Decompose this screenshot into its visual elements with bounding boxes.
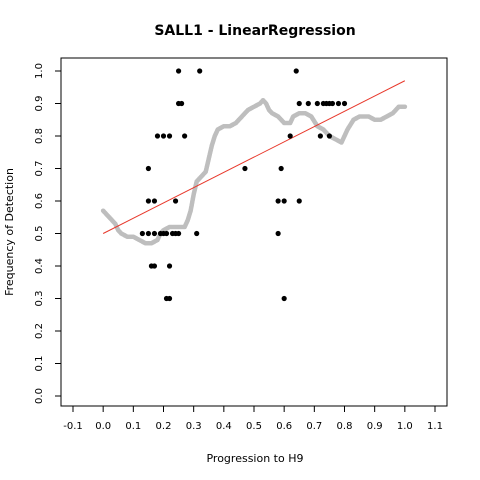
observed-point — [242, 165, 248, 172]
observed-point — [175, 68, 182, 74]
y-tick-label: 0.4 — [34, 258, 45, 274]
x-tick-label: 1.1 — [427, 421, 443, 432]
x-tick-label: 0.8 — [337, 421, 353, 432]
y-tick-label: 0.9 — [34, 96, 45, 112]
observed-point — [139, 230, 145, 237]
x-tick-label: 0.7 — [306, 421, 322, 432]
y-axis: 0.0 0.1 0.2 0.3 0.4 0.5 0.6 0.7 0.8 0.9 1.0 — [34, 63, 61, 404]
observed-point — [296, 198, 302, 204]
observed-point — [166, 133, 173, 139]
observed-point — [166, 263, 173, 269]
observed-point — [151, 198, 158, 204]
observed-point — [278, 165, 284, 172]
y-tick-label: 0.3 — [34, 291, 45, 307]
observed-point — [329, 100, 336, 107]
observed-point — [317, 133, 323, 139]
observed-point — [281, 198, 287, 204]
observed-point — [154, 133, 161, 139]
observed-point — [194, 230, 200, 237]
x-tick-label: -0.1 — [63, 421, 83, 432]
y-tick-label: 0.2 — [34, 323, 45, 339]
observed-point — [151, 263, 158, 269]
observed-point — [275, 230, 281, 237]
y-tick-label: 1.0 — [34, 63, 45, 79]
observed-point — [172, 198, 179, 204]
x-tick-label: 0.1 — [125, 421, 141, 432]
observed-point — [281, 295, 287, 302]
observed-point — [145, 230, 152, 237]
observed-point — [293, 68, 299, 74]
x-tick-label: 0.5 — [246, 421, 262, 432]
observed-point — [182, 133, 188, 139]
observed-point — [287, 133, 293, 139]
y-axis-label: Frequency of Detection — [3, 168, 16, 296]
observed-point — [163, 230, 170, 237]
regression-line-series — [102, 80, 406, 234]
observed-point — [179, 100, 185, 107]
observed-point — [305, 100, 311, 107]
x-axis: -0.1 0.0 0.1 0.2 0.3 0.4 0.5 0.6 0.7 0.8 0.9 1.0 1.1 — [63, 406, 443, 432]
y-tick-label: 0.6 — [34, 193, 45, 209]
observed-point — [296, 100, 302, 107]
observed-point — [145, 198, 152, 204]
x-tick-label: 0.6 — [276, 421, 292, 432]
observed-point — [314, 100, 320, 107]
observed-points-series — [139, 68, 348, 302]
observed-point — [275, 198, 281, 204]
observed-point — [160, 133, 167, 139]
x-tick-label: 0.0 — [95, 421, 111, 432]
y-tick-label: 0.7 — [34, 161, 45, 177]
observed-point — [175, 230, 182, 237]
chart-title: SALL1 - LinearRegression — [154, 23, 355, 39]
observed-point — [151, 230, 158, 237]
x-tick-label: 0.9 — [367, 421, 383, 432]
y-tick-label: 0.1 — [34, 356, 45, 372]
observed-point — [197, 68, 203, 74]
y-tick-label: 0.5 — [34, 226, 45, 242]
x-tick-label: 0.3 — [186, 421, 202, 432]
regression-line — [102, 80, 406, 234]
x-tick-label: 0.2 — [156, 421, 172, 432]
y-tick-label: 0.0 — [34, 388, 45, 404]
smoothed-point — [402, 104, 408, 110]
x-axis-label: Progression to H9 — [206, 452, 303, 465]
x-tick-label: 0.4 — [216, 421, 232, 432]
observed-point — [326, 133, 333, 139]
y-tick-label: 0.8 — [34, 128, 45, 144]
smoothed-trend-series — [100, 97, 408, 246]
observed-point — [335, 100, 342, 107]
x-tick-label: 1.0 — [397, 421, 413, 432]
observed-point — [145, 165, 152, 172]
observed-point — [166, 295, 173, 302]
observed-point — [341, 100, 348, 107]
